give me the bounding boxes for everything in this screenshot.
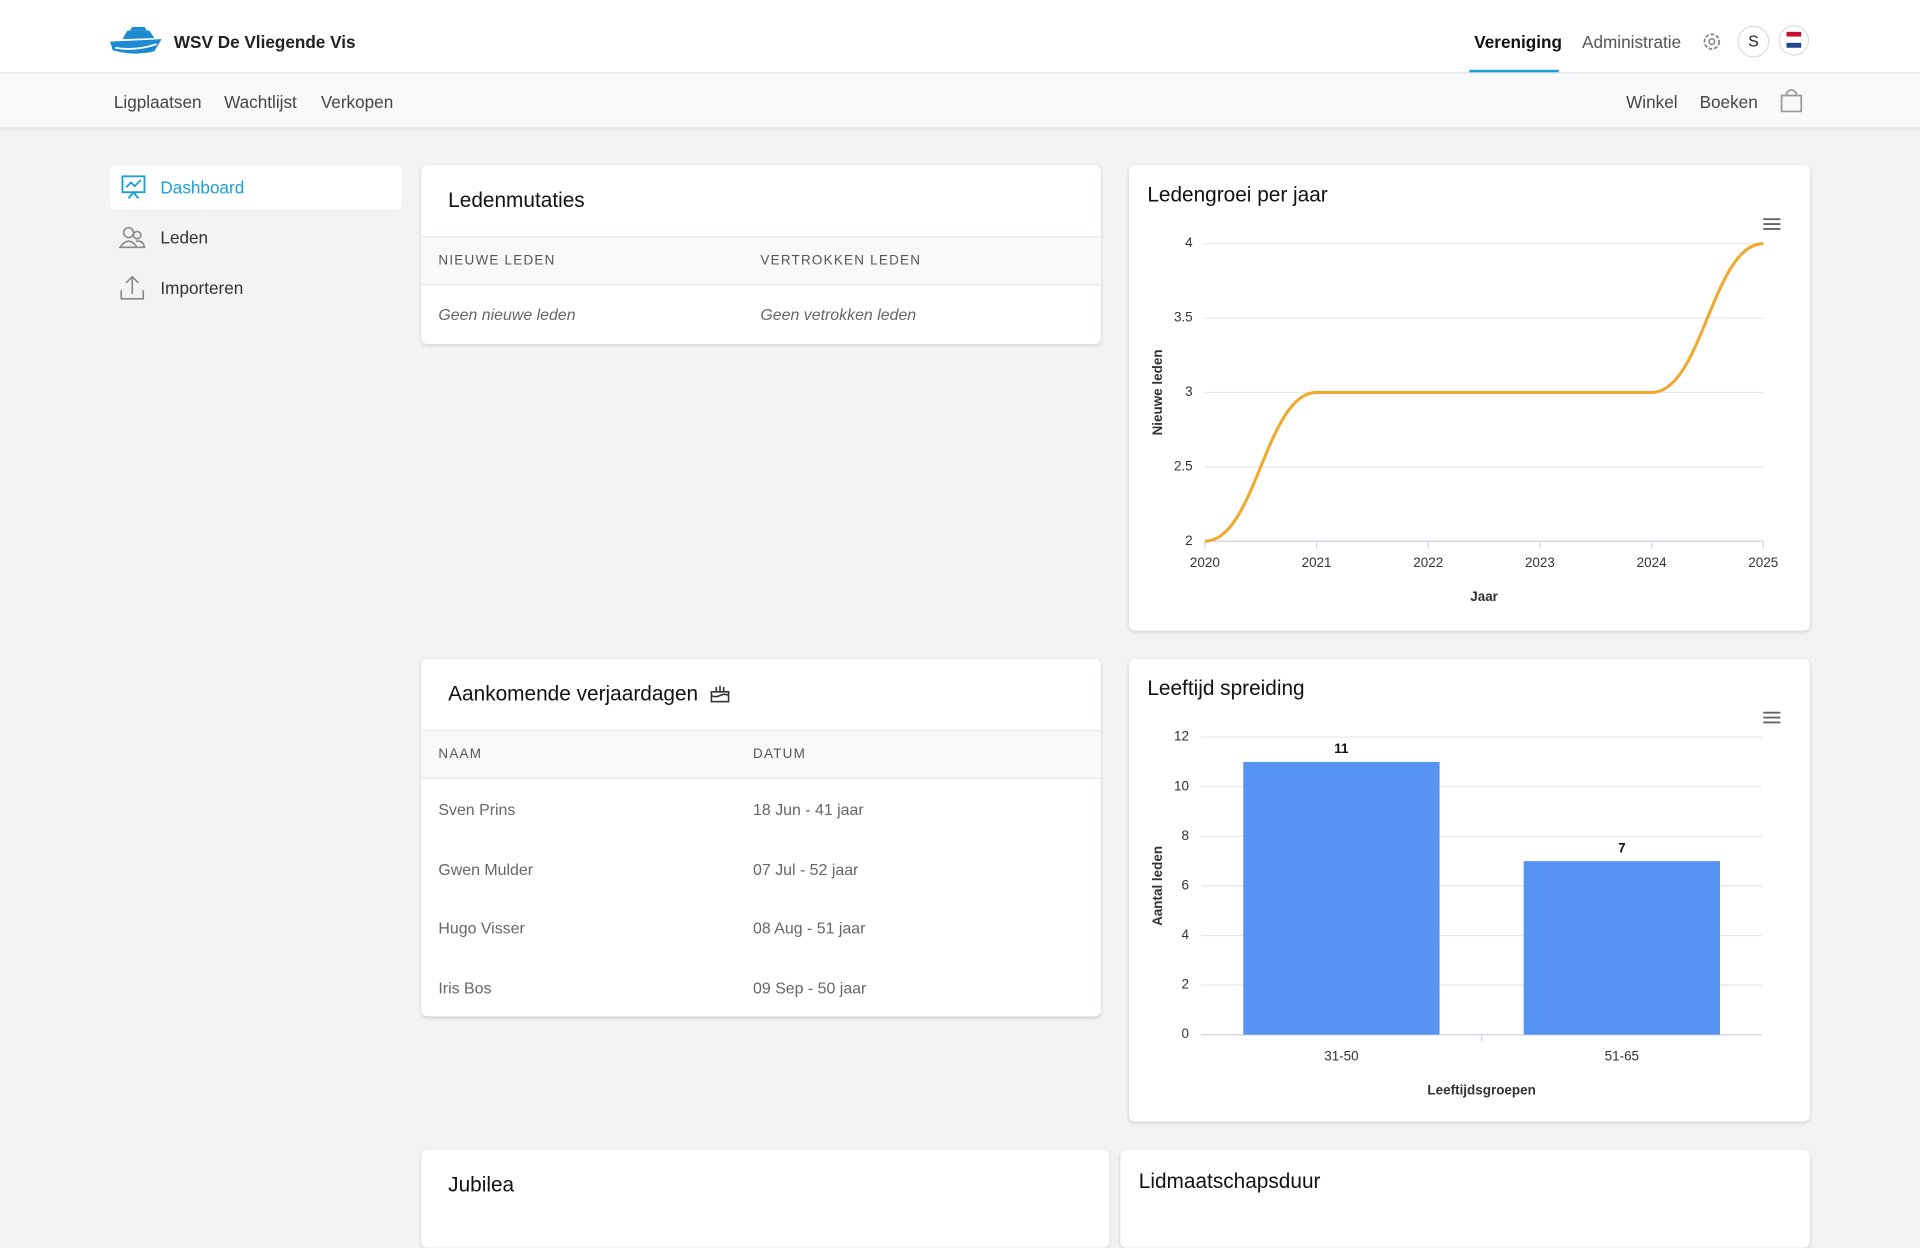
jubilea-card: Jubilea [421, 1149, 1110, 1248]
y-tick-label: 8 [1181, 828, 1188, 843]
bar [1243, 761, 1440, 1035]
empty-text: Geen nieuwe leden [438, 305, 576, 324]
column-header: VERTROKKEN LEDEN [760, 253, 922, 269]
subnav-link[interactable]: Winkel [1626, 91, 1678, 112]
chart-title: Leeftijd spreiding [1147, 677, 1304, 700]
table-header [421, 236, 1101, 286]
subnav-link[interactable]: Wachtlijst [224, 91, 297, 112]
birthday-date: 09 Sep - 50 jaar [753, 978, 867, 997]
card-title: Ledenmutaties [448, 188, 585, 212]
birthday-date: 18 Jun - 41 jaar [753, 800, 864, 819]
lidmaatschapsduur-card: Lidmaatschapsduur [1120, 1149, 1810, 1248]
bar-chart: Leeftijd spreiding 0 2 4 6 8 10 12 Leeftijdsgroe… [1147, 677, 1781, 1098]
column-header: NIEUWE LEDEN [438, 253, 556, 269]
subnav-link[interactable]: Ligplaatsen [113, 91, 202, 112]
x-tick-label: 2021 [1302, 555, 1332, 570]
active-indicator [1469, 69, 1559, 73]
y-tick-label: 3 [1185, 384, 1192, 399]
chart-menu[interactable] [1763, 711, 1781, 724]
subnav-link[interactable]: Verkopen [320, 91, 394, 112]
column-header: NAAM [438, 746, 483, 762]
y-tick-label: 12 [1174, 729, 1189, 744]
birthday-date: 07 Jul - 52 jaar [753, 859, 859, 878]
chart-menu[interactable] [1763, 218, 1781, 230]
x-axis-label: Leeftijdsgroepen [1427, 1083, 1535, 1098]
value-label: 11 [1334, 741, 1349, 756]
sidebar-link[interactable]: Dashboard [160, 177, 245, 198]
ledenmutaties-card: Ledenmutaties NIEUWE LEDEN VERTROKKEN LE… [421, 165, 1101, 345]
y-axis-label: Aantal leden [1150, 846, 1165, 926]
value-label: 7 [1618, 840, 1625, 855]
x-tick-label: 31-50 [1324, 1048, 1358, 1063]
birthday-date: 08 Aug - 51 jaar [753, 918, 866, 938]
y-tick-label: 4 [1185, 235, 1193, 250]
cart-icon[interactable] [1779, 87, 1803, 114]
card-title: Jubilea [448, 1173, 515, 1197]
card-title: Lidmaatschapsduur [1138, 1169, 1321, 1193]
top-bar: WSV De Vliegende Vis Vereniging Administ… [0, 0, 1920, 74]
line-chart: Ledengroei per jaar 2 2.5 3 3.5 4 Jaar Nieuwe l… [1147, 183, 1781, 604]
x-tick-label: 2025 [1748, 555, 1778, 570]
import-icon [120, 275, 145, 300]
bar-chart-card: Leeftijd spreiding 0 2 4 6 8 10 12 Leeftijdsgroe… [1128, 658, 1810, 1122]
members-icon [118, 226, 146, 249]
member-name: Hugo Visser [438, 918, 525, 938]
sidebar-link[interactable]: Leden [160, 227, 209, 248]
nav-link[interactable]: Vereniging [1474, 31, 1562, 52]
line-chart-card: Ledengroei per jaar 2 2.5 3 3.5 4 Jaar Nieuwe l… [1128, 165, 1810, 631]
y-tick-label: 3.5 [1174, 310, 1193, 325]
logo [110, 26, 162, 54]
y-tick-label: 2 [1181, 977, 1188, 992]
member-name: Gwen Mulder [438, 859, 534, 878]
language-flag[interactable] [1778, 24, 1810, 56]
empty-text: Geen vetrokken leden [760, 305, 917, 324]
cake-icon [710, 685, 730, 703]
nav-link[interactable]: Administratie [1582, 31, 1682, 52]
y-tick-label: 2 [1185, 533, 1192, 548]
settings-icon[interactable] [1701, 31, 1723, 53]
bar [1523, 861, 1720, 1035]
x-tick-label: 2023 [1525, 555, 1555, 570]
avatar[interactable]: S [1737, 25, 1770, 58]
x-tick-label: 2022 [1413, 555, 1443, 570]
y-tick-label: 10 [1174, 778, 1189, 793]
y-tick-label: 6 [1181, 877, 1188, 892]
y-tick-label: 4 [1181, 927, 1189, 942]
card-title: Aankomende verjaardagen [448, 682, 699, 706]
member-name: Sven Prins [438, 800, 516, 819]
y-axis-label: Nieuwe leden [1150, 349, 1165, 435]
chart-title: Ledengroei per jaar [1147, 183, 1327, 206]
x-tick-label: 2020 [1190, 555, 1220, 570]
sidebar-active [110, 165, 402, 210]
line-series [1204, 242, 1764, 543]
verjaardagen-card: Aankomende verjaardagen NAAM DATUM Sven … [421, 658, 1101, 1017]
table-header [421, 729, 1101, 779]
x-axis-label: Jaar [1470, 589, 1498, 604]
subnav-link[interactable]: Boeken [1699, 91, 1758, 112]
sub-bar: Ligplaatsen Wachtlijst Verkopen Winkel B… [0, 73, 1920, 128]
y-tick-label: 2.5 [1174, 458, 1193, 473]
x-tick-label: 51-65 [1605, 1048, 1639, 1063]
column-header: DATUM [753, 746, 807, 762]
dashboard-icon [121, 175, 146, 199]
x-tick-label: 2024 [1637, 555, 1667, 570]
y-tick-label: 0 [1181, 1026, 1188, 1041]
member-name: Iris Bos [438, 978, 492, 997]
sidebar-link[interactable]: Importeren [160, 277, 244, 298]
brand[interactable]: WSV De Vliegende Vis [173, 31, 356, 52]
